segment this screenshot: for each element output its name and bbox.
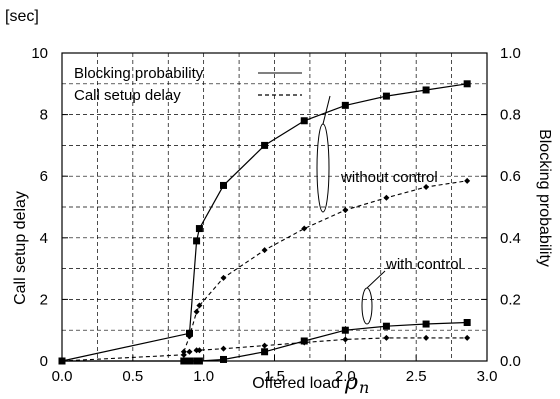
pointer-line-with-control [367,271,385,288]
label-with-control: with control [385,256,462,273]
annotation-without-control: without control [317,96,438,212]
marker-square [193,237,200,244]
unit-label: [sec] [5,8,39,25]
x-axis-label-text: Offered load [252,375,340,392]
label-without-control: without control [340,169,438,186]
y-left-tick-label: 4 [40,230,48,247]
marker-square [423,321,430,328]
marker-diamond [464,178,470,184]
legend-label-delay: Call setup delay [74,87,181,104]
marker-diamond [383,195,389,201]
marker-square [220,356,227,363]
x-tick-label: 0.5 [122,368,143,385]
x-axis-label: Offered load ρ n [252,370,369,397]
marker-diamond [383,335,389,341]
y-left-tick-label: 6 [40,168,48,185]
y-right-tick-label: 1.0 [500,45,521,62]
y-right-tick-label: 0.0 [500,353,521,370]
legend: Blocking probability Call setup delay [74,65,302,104]
x-tick-label: 2.5 [406,368,427,385]
marker-diamond [262,247,268,253]
y-axis-label-right: Blocking probability [536,129,553,267]
marker-diamond [301,226,307,232]
marker-diamond [262,343,268,349]
marker-square [464,80,471,87]
marker-square [196,225,203,232]
x-tick-label: 1.0 [193,368,214,385]
marker-diamond [221,275,227,281]
series-layer [59,80,471,364]
marker-diamond [221,346,227,352]
marker-square [342,102,349,109]
marker-square [423,86,430,93]
annotation-with-control: with control [362,256,462,324]
pointer-line-without-control [323,96,330,124]
x-tick-label: 0.0 [52,368,73,385]
marker-square [464,319,471,326]
x-tick-label: 3.0 [477,368,498,385]
legend-label-blocking: Blocking probability [74,65,204,82]
marker-square [383,323,390,330]
marker-diamond [342,336,348,342]
marker-diamond [423,335,429,341]
marker-diamond [194,309,200,315]
marker-square [301,117,308,124]
marker-square [220,182,227,189]
marker-diamond [187,349,193,355]
y-left-tick-label: 10 [31,45,48,62]
x-axis-symbol: ρ [344,370,358,395]
y-left-tick-label: 8 [40,107,48,124]
ellipse-with-control [362,288,372,324]
marker-square [383,93,390,100]
y-axis-label-left: Call setup delay [12,191,29,305]
marker-diamond [181,352,187,358]
x-axis-symbol-subscript: n [359,378,369,397]
y-right-tick-label: 0.8 [500,107,521,124]
marker-square [261,142,268,149]
y-right-tick-label: 0.6 [500,168,521,185]
marker-square [342,327,349,334]
y-right-tick-label: 0.4 [500,230,521,247]
marker-diamond [464,335,470,341]
marker-square [261,348,268,355]
series-line-blocking-probability-without-control [62,84,467,361]
y-left-tick-label: 0 [40,353,48,370]
ellipse-without-control [317,124,329,212]
marker-diamond [342,207,348,213]
y-right-tick-label: 0.2 [500,291,521,308]
y-left-tick-label: 2 [40,291,48,308]
